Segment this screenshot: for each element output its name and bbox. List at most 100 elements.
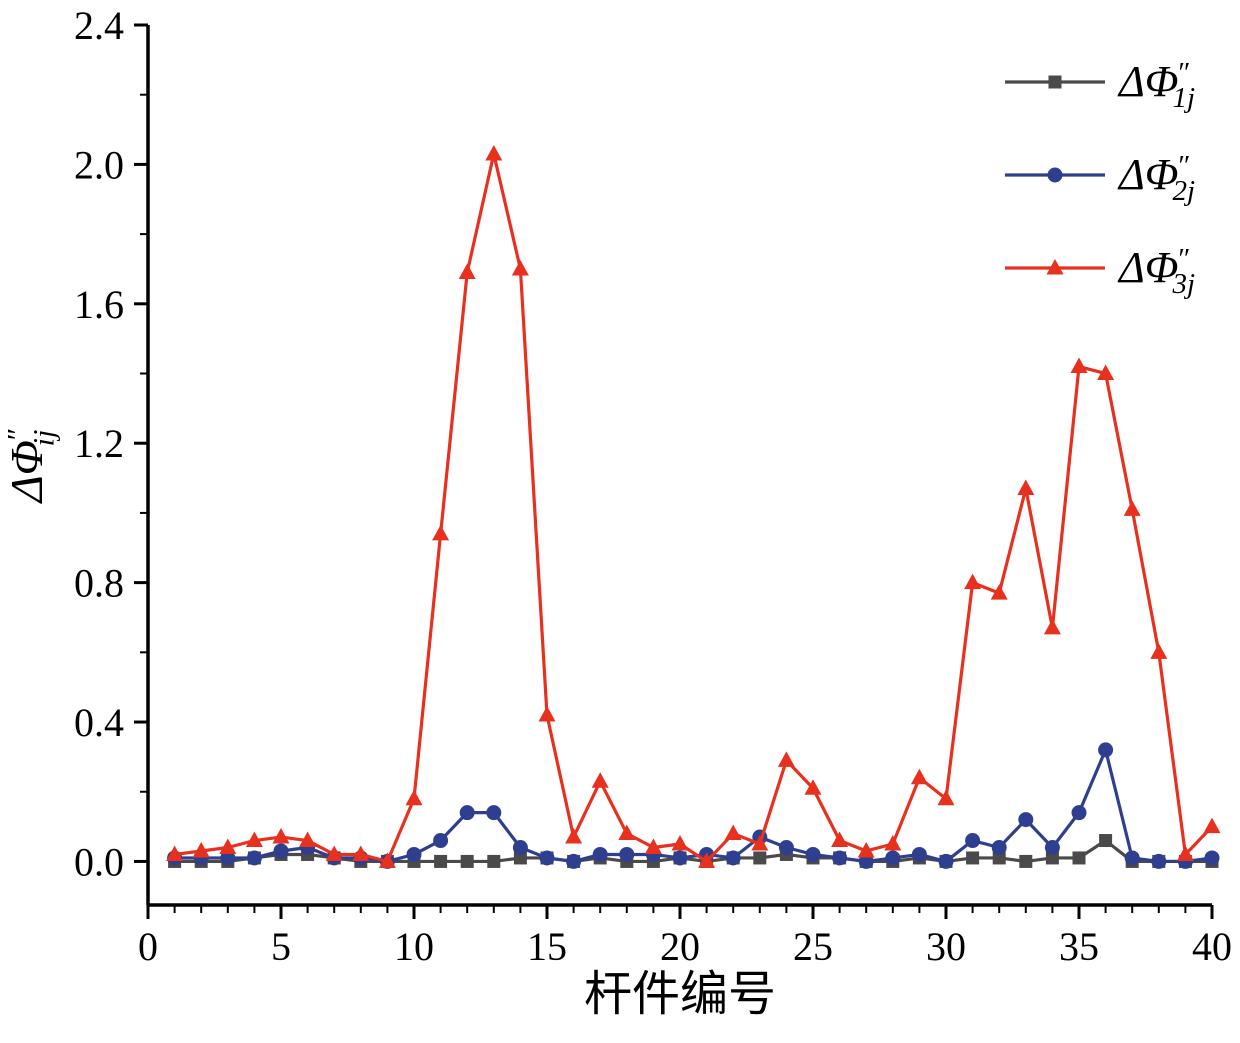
triangle-marker bbox=[432, 524, 450, 541]
triangle-marker bbox=[166, 845, 184, 861]
triangle-marker bbox=[245, 831, 263, 848]
circle-marker bbox=[486, 805, 502, 821]
triangle-marker bbox=[1123, 500, 1141, 516]
circle-marker bbox=[991, 839, 1007, 855]
triangle-marker bbox=[884, 835, 902, 851]
triangle-marker bbox=[1017, 479, 1035, 496]
triangle-marker bbox=[1203, 817, 1221, 834]
circle-marker bbox=[1044, 839, 1060, 855]
triangle-marker bbox=[990, 584, 1008, 600]
triangle-marker bbox=[485, 144, 503, 161]
circle-marker bbox=[433, 833, 449, 849]
circle-marker bbox=[1098, 742, 1114, 758]
y-axis: 0.0 0.4 0.8 1.2 1.6 2.0 2.4 bbox=[74, 3, 148, 884]
circle-marker bbox=[1204, 850, 1220, 866]
y-tick-label: 0.0 bbox=[74, 839, 124, 884]
x-tick-label: 5 bbox=[271, 924, 291, 969]
legend: ΔΦ″ 1j ΔΦ″ 2j ΔΦ″ 3j bbox=[1005, 57, 1195, 300]
triangle-marker bbox=[831, 831, 849, 848]
x-tick-label: 35 bbox=[1059, 924, 1099, 969]
x-tick-label: 15 bbox=[527, 924, 567, 969]
triangle-marker bbox=[405, 789, 423, 806]
circle-marker bbox=[885, 850, 901, 866]
circle-marker bbox=[1124, 850, 1140, 866]
triangle-marker bbox=[937, 789, 955, 806]
triangle-marker bbox=[192, 841, 210, 858]
x-tick-label: 40 bbox=[1192, 924, 1232, 969]
circle-marker bbox=[1071, 805, 1087, 821]
y-tick-label: 0.8 bbox=[74, 561, 124, 606]
triangle-marker bbox=[511, 259, 529, 276]
series-line bbox=[173, 152, 1214, 864]
legend-label: ΔΦ″ 1j bbox=[1117, 57, 1195, 114]
square-marker bbox=[460, 854, 474, 868]
square-marker bbox=[992, 851, 1006, 865]
axes-spines bbox=[146, 25, 1212, 907]
y-axis-title: ΔΦ″ij bbox=[1, 428, 60, 505]
y-tick-label: 2.4 bbox=[74, 3, 124, 48]
square-marker bbox=[1019, 854, 1033, 868]
circle-marker bbox=[592, 846, 608, 862]
x-tick-label: 25 bbox=[793, 924, 833, 969]
triangle-marker bbox=[698, 852, 716, 868]
square-marker bbox=[513, 851, 527, 865]
circle-marker bbox=[273, 843, 289, 859]
triangle-marker bbox=[964, 573, 982, 590]
triangle-marker bbox=[325, 845, 343, 861]
circle-marker bbox=[1151, 853, 1167, 869]
triangle-marker bbox=[910, 768, 928, 785]
circle-marker bbox=[539, 850, 555, 866]
triangle-marker bbox=[1043, 618, 1061, 635]
circle-marker bbox=[1018, 812, 1034, 828]
triangle-marker bbox=[219, 838, 237, 854]
square-marker bbox=[487, 854, 501, 868]
triangle-marker bbox=[1070, 357, 1088, 374]
triangle-marker bbox=[644, 838, 662, 854]
circle-marker bbox=[220, 850, 236, 866]
circle-marker bbox=[965, 833, 981, 849]
circle-marker bbox=[246, 850, 262, 866]
square-marker bbox=[1072, 851, 1086, 865]
triangle-marker bbox=[352, 845, 370, 861]
triangle-marker bbox=[299, 831, 317, 848]
triangle-marker bbox=[1046, 259, 1064, 275]
triangle-marker bbox=[458, 263, 476, 279]
legend-item-2: ΔΦ″ 2j bbox=[1005, 150, 1195, 207]
circle-marker bbox=[805, 846, 821, 862]
circle-marker bbox=[566, 853, 582, 869]
circle-marker bbox=[938, 853, 954, 869]
square-marker bbox=[1045, 851, 1059, 865]
circle-marker bbox=[406, 846, 422, 862]
triangle-marker bbox=[1097, 364, 1115, 381]
legend-item-1: ΔΦ″ 1j bbox=[1005, 57, 1195, 114]
triangle-marker bbox=[751, 835, 769, 851]
circle-marker bbox=[858, 853, 874, 869]
triangle-marker bbox=[857, 841, 875, 858]
circle-marker bbox=[778, 839, 794, 855]
triangle-marker bbox=[618, 824, 636, 841]
x-tick-label: 20 bbox=[660, 924, 700, 969]
triangle-marker bbox=[724, 824, 742, 841]
legend-label: ΔΦ″ 2j bbox=[1117, 150, 1195, 207]
triangle-marker bbox=[777, 751, 795, 767]
series-3 bbox=[166, 144, 1221, 868]
circle-marker bbox=[459, 805, 475, 821]
triangle-marker bbox=[272, 828, 290, 844]
series-line bbox=[173, 748, 1214, 864]
x-tick-label: 0 bbox=[138, 924, 158, 969]
y-tick-label: 1.2 bbox=[74, 421, 124, 466]
circle-marker bbox=[672, 850, 688, 866]
circle-marker bbox=[911, 846, 927, 862]
triangle-marker bbox=[1176, 845, 1194, 861]
circle-marker bbox=[512, 839, 528, 855]
y-tick-label: 1.6 bbox=[74, 282, 124, 327]
triangle-marker bbox=[1150, 643, 1168, 659]
circle-marker bbox=[1047, 167, 1063, 183]
triangle-marker bbox=[538, 706, 556, 722]
triangle-marker bbox=[378, 852, 396, 868]
legend-item-3: ΔΦ″ 3j bbox=[1005, 243, 1195, 300]
square-marker bbox=[434, 854, 448, 868]
square-marker bbox=[1048, 75, 1062, 89]
